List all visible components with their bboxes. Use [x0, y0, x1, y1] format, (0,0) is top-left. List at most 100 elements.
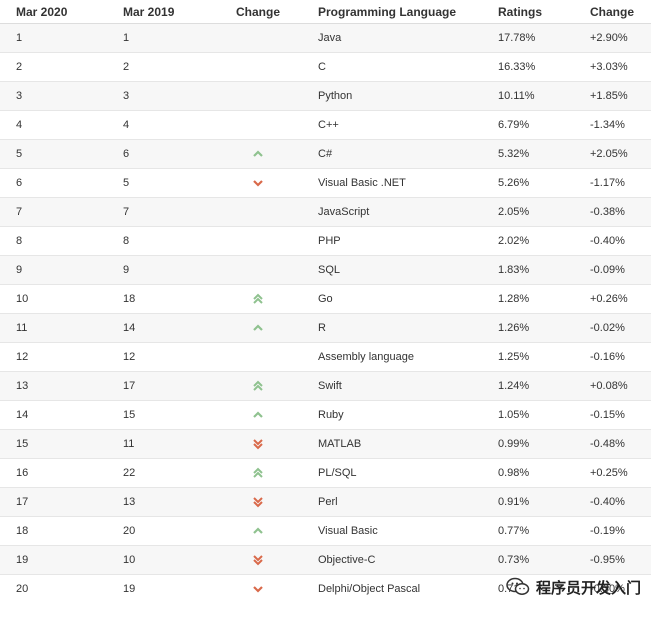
ratings-cell: 1.25%: [484, 342, 576, 372]
delta-cell: -1.17%: [576, 168, 651, 198]
rank-now-cell: 1: [0, 23, 107, 53]
language-cell: Python: [302, 81, 484, 111]
delta-cell: -0.16%: [576, 342, 651, 372]
rank-now-cell: 18: [0, 516, 107, 546]
table-row: 5 6 C# 5.32% +2.05%: [0, 139, 651, 169]
header-delta[interactable]: Change: [576, 0, 651, 24]
ratings-cell: 2.02%: [484, 226, 576, 256]
delta-cell: -1.34%: [576, 110, 651, 140]
rank-now-cell: 4: [0, 110, 107, 140]
language-cell: Visual Basic: [302, 516, 484, 546]
delta-cell: -0.19%: [576, 516, 651, 546]
rank-prev-cell: 19: [107, 574, 214, 603]
table-row: 3 3 Python 10.11% +1.85%: [0, 81, 651, 111]
rank-prev-cell: 20: [107, 516, 214, 546]
rank-prev-cell: 4: [107, 110, 214, 140]
language-cell: Java: [302, 23, 484, 53]
header-rank-now[interactable]: Mar 2020: [0, 0, 107, 24]
rank-now-cell: 6: [0, 168, 107, 198]
rank-prev-cell: 1: [107, 23, 214, 53]
table-row: 1 1 Java 17.78% +2.90%: [0, 23, 651, 53]
delta-cell: +1.85%: [576, 81, 651, 111]
change-indicator-cell: [214, 313, 302, 343]
delta-cell: -0.38%: [576, 197, 651, 227]
change-indicator-cell: [214, 284, 302, 314]
table-row: 16 22 PL/SQL 0.98% +0.25%: [0, 458, 651, 488]
double-arrow-up-icon: [253, 380, 263, 391]
rank-now-cell: 15: [0, 429, 107, 459]
delta-cell: +0.26%: [576, 284, 651, 314]
language-cell: Assembly language: [302, 342, 484, 372]
language-cell: SQL: [302, 255, 484, 285]
ratings-cell: 6.79%: [484, 110, 576, 140]
rank-now-cell: 11: [0, 313, 107, 343]
table-row: 4 4 C++ 6.79% -1.34%: [0, 110, 651, 140]
rank-prev-cell: 9: [107, 255, 214, 285]
change-indicator-cell: [214, 342, 302, 372]
double-arrow-up-icon: [253, 467, 263, 478]
ratings-cell: 0.99%: [484, 429, 576, 459]
rank-prev-cell: 10: [107, 545, 214, 575]
rank-prev-cell: 6: [107, 139, 214, 169]
change-indicator-cell: [214, 226, 302, 256]
rank-now-cell: 13: [0, 371, 107, 401]
change-indicator-cell: [214, 516, 302, 546]
header-rank-prev[interactable]: Mar 2019: [107, 0, 214, 24]
delta-cell: +0.08%: [576, 371, 651, 401]
double-arrow-down-icon: [253, 439, 263, 450]
rank-now-cell: 14: [0, 400, 107, 430]
ratings-cell: 16.33%: [484, 52, 576, 82]
rank-prev-cell: 12: [107, 342, 214, 372]
table-row: 8 8 PHP 2.02% -0.40%: [0, 226, 651, 256]
change-indicator-cell: [214, 487, 302, 517]
ratings-cell: 1.26%: [484, 313, 576, 343]
ratings-cell: 5.32%: [484, 139, 576, 169]
ratings-cell: 10.11%: [484, 81, 576, 111]
header-language[interactable]: Programming Language: [302, 0, 484, 24]
language-cell: MATLAB: [302, 429, 484, 459]
rank-prev-cell: 14: [107, 313, 214, 343]
arrow-down-icon: [253, 180, 263, 187]
rank-now-cell: 10: [0, 284, 107, 314]
rank-prev-cell: 11: [107, 429, 214, 459]
ratings-cell: 1.83%: [484, 255, 576, 285]
delta-cell: -0.48%: [576, 429, 651, 459]
delta-cell: -0.95%: [576, 545, 651, 575]
header-change[interactable]: Change: [214, 0, 302, 24]
rank-prev-cell: 8: [107, 226, 214, 256]
table-row: 15 11 MATLAB 0.99% -0.48%: [0, 429, 651, 459]
delta-cell: -0.40%: [576, 487, 651, 517]
delta-cell: -0.15%: [576, 400, 651, 430]
arrow-up-icon: [253, 324, 263, 331]
change-indicator-cell: [214, 52, 302, 82]
rank-prev-cell: 5: [107, 168, 214, 198]
table-row: 14 15 Ruby 1.05% -0.15%: [0, 400, 651, 430]
table-row: 19 10 Objective-C 0.73% -0.95%: [0, 545, 651, 575]
language-cell: C: [302, 52, 484, 82]
rank-prev-cell: 15: [107, 400, 214, 430]
change-indicator-cell: [214, 168, 302, 198]
rank-prev-cell: 3: [107, 81, 214, 111]
change-indicator-cell: [214, 139, 302, 169]
language-cell: Delphi/Object Pascal: [302, 574, 484, 603]
watermark: 程序员开发入门: [506, 573, 641, 601]
header-ratings[interactable]: Ratings: [484, 0, 576, 24]
double-arrow-up-icon: [253, 293, 263, 304]
language-cell: Ruby: [302, 400, 484, 430]
ratings-cell: 0.73%: [484, 545, 576, 575]
language-cell: Visual Basic .NET: [302, 168, 484, 198]
ratings-cell: 0.77%: [484, 516, 576, 546]
table-row: 13 17 Swift 1.24% +0.08%: [0, 371, 651, 401]
table-row: 20 19 Delphi/Object Pascal 0.71% -0.30%: [0, 574, 651, 603]
wechat-icon: [506, 577, 530, 595]
language-cell: C++: [302, 110, 484, 140]
rank-now-cell: 16: [0, 458, 107, 488]
ratings-cell: 0.71%: [484, 574, 576, 603]
ratings-cell: 1.24%: [484, 371, 576, 401]
delta-cell: -0.30%: [576, 574, 651, 603]
language-cell: Perl: [302, 487, 484, 517]
table-row: 17 13 Perl 0.91% -0.40%: [0, 487, 651, 517]
rank-now-cell: 7: [0, 197, 107, 227]
watermark-text: 程序员开发入门: [535, 579, 641, 597]
rank-now-cell: 17: [0, 487, 107, 517]
